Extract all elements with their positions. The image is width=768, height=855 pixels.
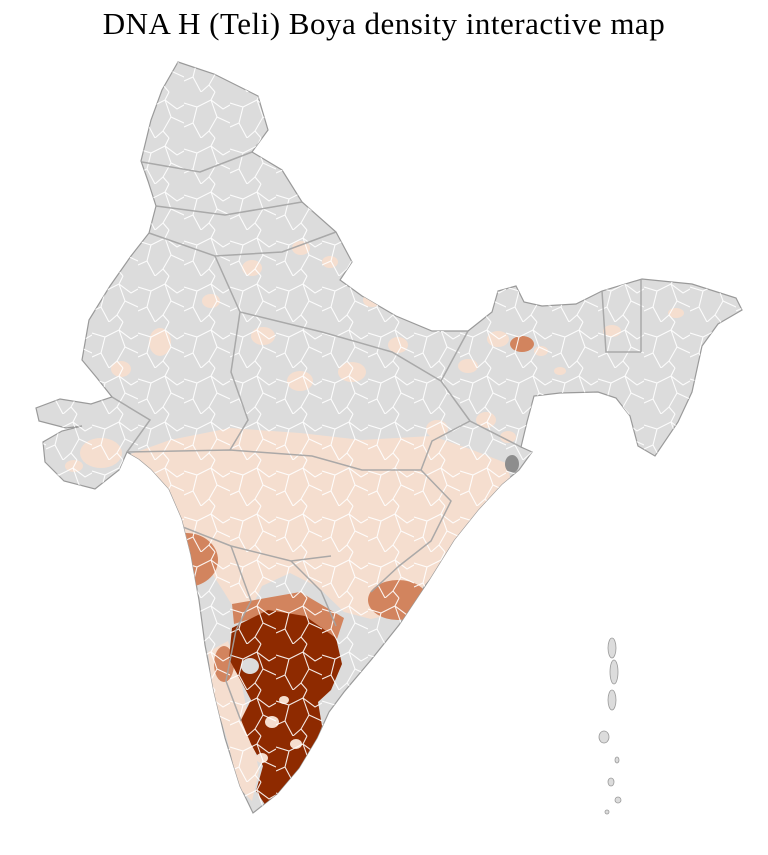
island[interactable] xyxy=(614,756,620,764)
island[interactable] xyxy=(607,689,617,711)
island[interactable] xyxy=(614,796,622,804)
island[interactable] xyxy=(607,637,617,659)
andaman-nicobar-islands[interactable] xyxy=(598,637,622,815)
map-title: DNA H (Teli) Boya density interactive ma… xyxy=(102,6,666,41)
island[interactable] xyxy=(598,730,610,744)
island[interactable] xyxy=(604,809,610,815)
state-boundaries xyxy=(111,151,642,722)
island[interactable] xyxy=(607,777,615,787)
island[interactable] xyxy=(609,659,619,685)
